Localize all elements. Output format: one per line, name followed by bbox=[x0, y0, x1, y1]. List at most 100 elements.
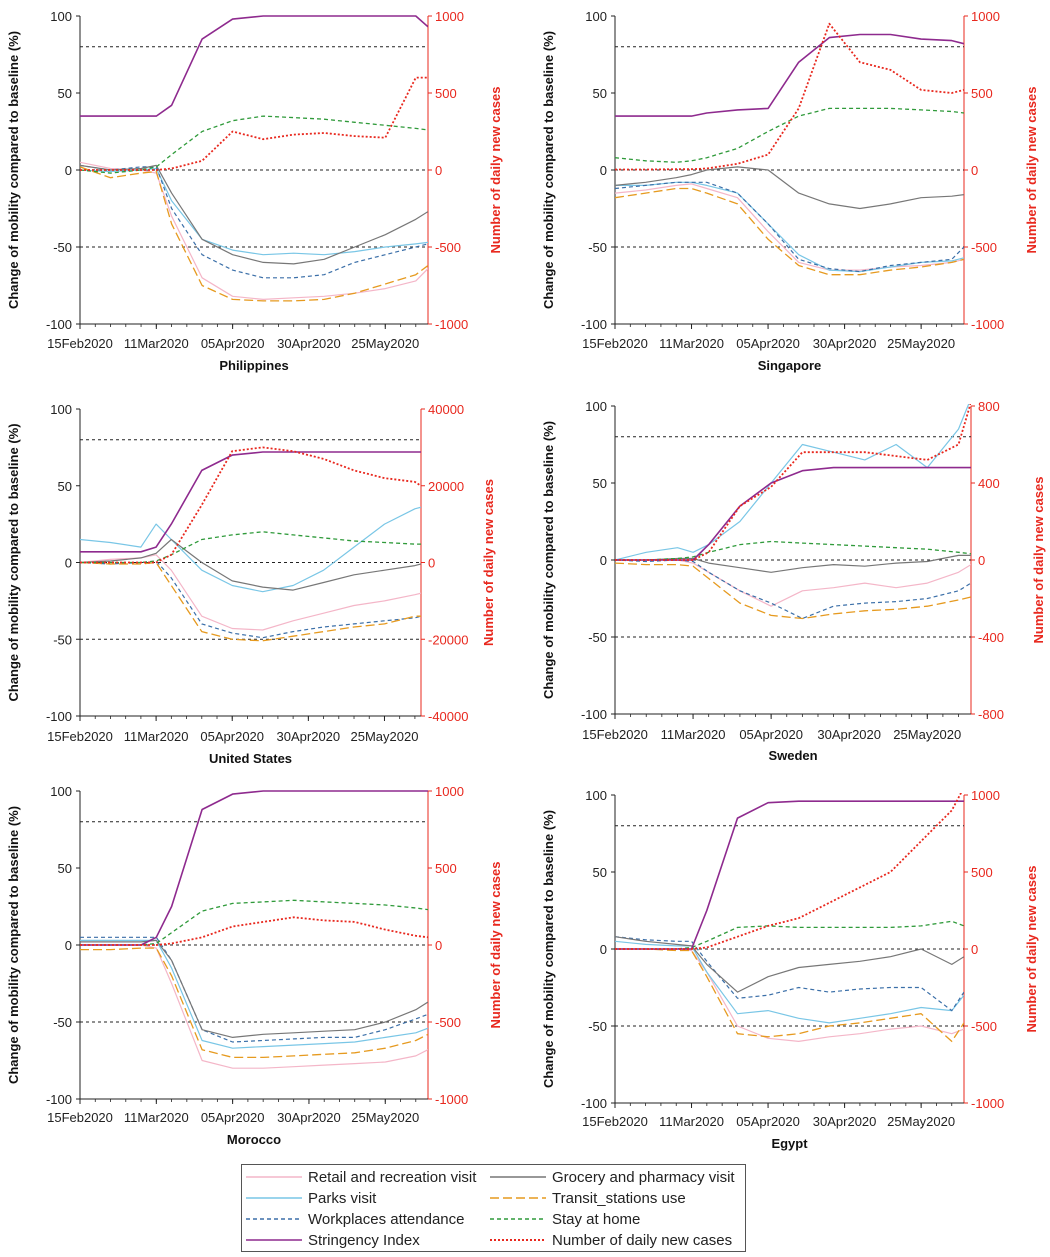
series-group bbox=[80, 15, 428, 302]
y-tick-label: 100 bbox=[50, 9, 72, 24]
y2-tick-label: 800 bbox=[978, 399, 1000, 414]
x-tick-label: 15Feb2020 bbox=[47, 336, 113, 351]
x-tick-label: 15Feb2020 bbox=[47, 729, 113, 744]
y2-axis-label: Number of daily new cases bbox=[1024, 87, 1039, 254]
y2-tick-label: -1000 bbox=[435, 1092, 468, 1107]
y2-tick-label: -400 bbox=[978, 630, 1004, 645]
y-axis-label: Change of mobility compared to baseline … bbox=[6, 423, 21, 701]
y2-tick-label: 1000 bbox=[435, 784, 464, 799]
y-tick-label: -50 bbox=[588, 630, 607, 645]
series-line-cases bbox=[615, 404, 971, 561]
legend-swatch bbox=[246, 1239, 302, 1241]
y2-tick-label: 500 bbox=[971, 86, 993, 101]
series-line-transit bbox=[615, 948, 964, 1043]
y-tick-label: 0 bbox=[65, 938, 72, 953]
series-line-home bbox=[615, 107, 964, 163]
legend-label: Stay at home bbox=[552, 1210, 641, 1228]
series-line-cases bbox=[80, 76, 428, 171]
legend-item: Stringency Index bbox=[246, 1230, 420, 1250]
y2-tick-label: 0 bbox=[428, 556, 435, 571]
series-line-stringency bbox=[615, 33, 964, 117]
y-tick-label: 100 bbox=[585, 9, 607, 24]
series-line-stringency bbox=[80, 15, 428, 117]
legend-item: Grocery and pharmacy visit bbox=[490, 1167, 735, 1187]
x-tick-label: 30Apr2020 bbox=[813, 1114, 877, 1129]
legend-label: Workplaces attendance bbox=[308, 1210, 465, 1228]
series-line-parks bbox=[615, 404, 970, 561]
y2-tick-label: 0 bbox=[971, 163, 978, 178]
x-tick-label: 05Apr2020 bbox=[201, 1110, 265, 1125]
y2-tick-label: -1000 bbox=[435, 317, 468, 332]
y2-tick-label: 0 bbox=[435, 938, 442, 953]
series-line-retail bbox=[615, 183, 964, 271]
x-tick-label: 25May2020 bbox=[351, 336, 419, 351]
y-tick-label: -100 bbox=[46, 317, 72, 332]
y2-tick-label: -800 bbox=[978, 707, 1004, 722]
series-group bbox=[615, 793, 964, 1043]
series-line-workplaces bbox=[615, 181, 964, 273]
legend-item: Retail and recreation visit bbox=[246, 1167, 476, 1187]
series-group bbox=[615, 404, 971, 620]
y-axis-label: Change of mobility compared to baseline … bbox=[541, 810, 556, 1088]
series-line-grocery bbox=[615, 554, 971, 573]
y2-tick-label: 500 bbox=[435, 86, 457, 101]
x-tick-label: 11Mar2020 bbox=[124, 1110, 189, 1125]
y-tick-label: 0 bbox=[65, 163, 72, 178]
y-tick-label: 100 bbox=[585, 399, 607, 414]
series-line-transit bbox=[615, 187, 964, 276]
chart-title: Egypt bbox=[771, 1136, 808, 1151]
x-tick-label: 30Apr2020 bbox=[817, 727, 881, 742]
x-tick-label: 05Apr2020 bbox=[739, 727, 803, 742]
series-line-grocery bbox=[615, 936, 964, 993]
series-line-grocery bbox=[80, 164, 428, 265]
series-line-parks bbox=[615, 940, 964, 1024]
x-tick-label: 15Feb2020 bbox=[582, 1114, 648, 1129]
series-line-transit bbox=[80, 561, 421, 642]
series-line-home bbox=[615, 540, 971, 561]
y-axis-label: Change of mobility compared to baseline … bbox=[6, 806, 21, 1084]
series-line-cases bbox=[615, 22, 964, 171]
y2-tick-label: 0 bbox=[971, 942, 978, 957]
y-tick-label: -100 bbox=[46, 1092, 72, 1107]
x-tick-label: 15Feb2020 bbox=[47, 1110, 113, 1125]
series-line-cases bbox=[615, 793, 963, 950]
chart-title: United States bbox=[209, 751, 292, 766]
series-line-cases bbox=[80, 916, 428, 946]
x-tick-label: 25May2020 bbox=[887, 1114, 955, 1129]
y2-tick-label: 400 bbox=[978, 476, 1000, 491]
series-line-retail bbox=[615, 559, 971, 607]
y-tick-label: 0 bbox=[600, 163, 607, 178]
series-group bbox=[80, 790, 428, 1069]
y-tick-label: -100 bbox=[46, 709, 72, 724]
y-tick-label: 0 bbox=[600, 553, 607, 568]
series-line-grocery bbox=[615, 166, 964, 210]
series-line-stringency bbox=[80, 790, 428, 946]
y2-tick-label: -500 bbox=[971, 1019, 997, 1034]
series-line-parks bbox=[80, 167, 428, 256]
y2-tick-label: 1000 bbox=[435, 9, 464, 24]
y2-axis-label: Number of daily new cases bbox=[488, 87, 503, 254]
legend-swatch bbox=[490, 1239, 546, 1241]
y2-tick-label: 500 bbox=[435, 861, 457, 876]
y2-tick-label: 1000 bbox=[971, 9, 1000, 24]
x-tick-label: 30Apr2020 bbox=[277, 1110, 341, 1125]
legend-label: Retail and recreation visit bbox=[308, 1168, 477, 1186]
series-line-stringency bbox=[615, 800, 964, 950]
y-tick-label: -100 bbox=[581, 317, 607, 332]
x-tick-label: 25May2020 bbox=[887, 336, 955, 351]
series-line-stringency bbox=[80, 451, 421, 553]
x-tick-label: 30Apr2020 bbox=[277, 729, 341, 744]
series-line-home bbox=[80, 531, 421, 564]
series-line-retail bbox=[80, 554, 421, 631]
series-line-transit bbox=[80, 166, 428, 302]
x-tick-label: 05Apr2020 bbox=[200, 729, 264, 744]
x-tick-label: 05Apr2020 bbox=[736, 336, 800, 351]
y2-tick-label: 0 bbox=[978, 553, 985, 568]
y-tick-label: -50 bbox=[53, 1015, 72, 1030]
legend-label: Transit_stations use bbox=[552, 1189, 686, 1207]
